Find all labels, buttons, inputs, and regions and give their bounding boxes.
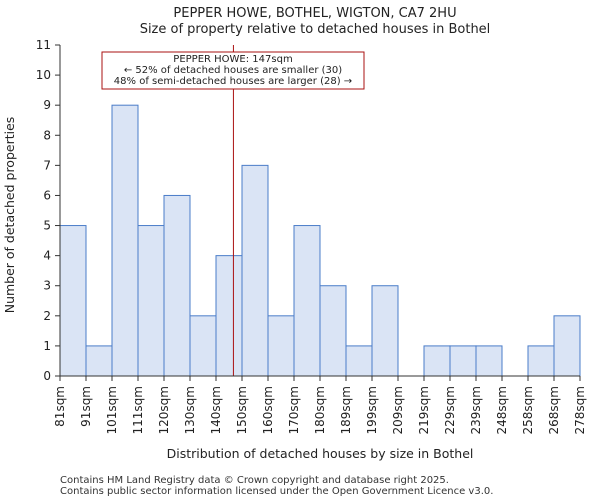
x-ticks: 81sqm 91sqm 101sqm 111sqm 120sqm 130sqm 140sqm… [53, 376, 587, 434]
x-tick-label: 120sqm [157, 386, 171, 434]
bar-150sqm [241, 164, 269, 377]
bar-91sqm [85, 345, 113, 377]
x-tick-label: 160sqm [261, 386, 275, 434]
bar-189sqm [345, 345, 373, 377]
x-tick-label: 278sqm [573, 386, 587, 434]
y-tick-label: 9 [43, 98, 51, 112]
y-tick-label: 11 [36, 38, 51, 52]
x-tick-label: 81sqm [53, 386, 67, 427]
bars-group [59, 104, 581, 377]
x-tick-label: 189sqm [339, 386, 353, 434]
x-tick-label: 248sqm [495, 386, 509, 434]
y-tick-label: 7 [43, 158, 51, 172]
x-tick-label: 91sqm [79, 386, 93, 427]
y-tick-label: 10 [36, 68, 51, 82]
footer-line-2: Contains public sector information licen… [60, 486, 493, 497]
y-tick-label: 1 [43, 339, 51, 353]
y-tick-label: 8 [43, 128, 51, 142]
annotation-line-2: ← 52% of detached houses are smaller (30… [124, 65, 342, 76]
chart-title: PEPPER HOWE, BOTHEL, WIGTON, CA7 2HU [173, 6, 456, 21]
x-tick-label: 268sqm [547, 386, 561, 434]
x-tick-label: 101sqm [105, 386, 119, 434]
x-axis-label: Distribution of detached houses by size … [167, 446, 474, 461]
chart-subtitle: Size of property relative to detached ho… [140, 22, 491, 37]
y-tick-label: 5 [43, 219, 51, 233]
bar-140sqm [215, 255, 243, 377]
bar-101sqm [111, 104, 139, 377]
y-tick-label: 3 [43, 279, 51, 293]
annotation-box [101, 51, 365, 90]
x-tick-label: 180sqm [313, 386, 327, 434]
x-tick-label: 239sqm [469, 386, 483, 434]
bar-111sqm [137, 225, 165, 377]
x-tick-label: 130sqm [183, 386, 197, 434]
bar-160sqm [267, 315, 295, 377]
x-tick-label: 258sqm [521, 386, 535, 434]
bar-130sqm [189, 315, 217, 377]
bar-180sqm [319, 285, 347, 377]
bar-229sqm [449, 345, 477, 377]
bar-258sqm [527, 345, 555, 377]
y-axis-label: Number of detached properties [2, 117, 17, 314]
bar-268sqm [553, 315, 581, 377]
bar-239sqm [475, 345, 503, 377]
y-tick-label: 2 [43, 309, 51, 323]
x-tick-label: 209sqm [391, 386, 405, 434]
bar-199sqm [371, 285, 399, 377]
y-tick-label: 0 [43, 369, 51, 383]
x-tick-label: 150sqm [235, 386, 249, 434]
x-tick-label: 111sqm [131, 386, 145, 434]
footer-line-1: Contains HM Land Registry data © Crown c… [60, 475, 449, 486]
y-tick-label: 4 [43, 249, 51, 263]
bar-81sqm [59, 225, 87, 377]
annotation-line-3: 48% of semi-detached houses are larger (… [114, 76, 352, 87]
x-tick-label: 219sqm [417, 386, 431, 434]
x-tick-label: 170sqm [287, 386, 301, 434]
x-tick-label: 140sqm [209, 386, 223, 434]
bar-170sqm [293, 225, 321, 377]
x-tick-label: 199sqm [365, 386, 379, 434]
x-tick-label: 229sqm [443, 386, 457, 434]
annotation-line-1: PEPPER HOWE: 147sqm [173, 54, 292, 65]
bar-120sqm [163, 194, 191, 377]
bar-219sqm [423, 345, 451, 377]
y-ticks: 0 1 2 3 4 5 6 7 8 9 10 11 [36, 38, 60, 383]
y-tick-label: 6 [43, 188, 51, 202]
